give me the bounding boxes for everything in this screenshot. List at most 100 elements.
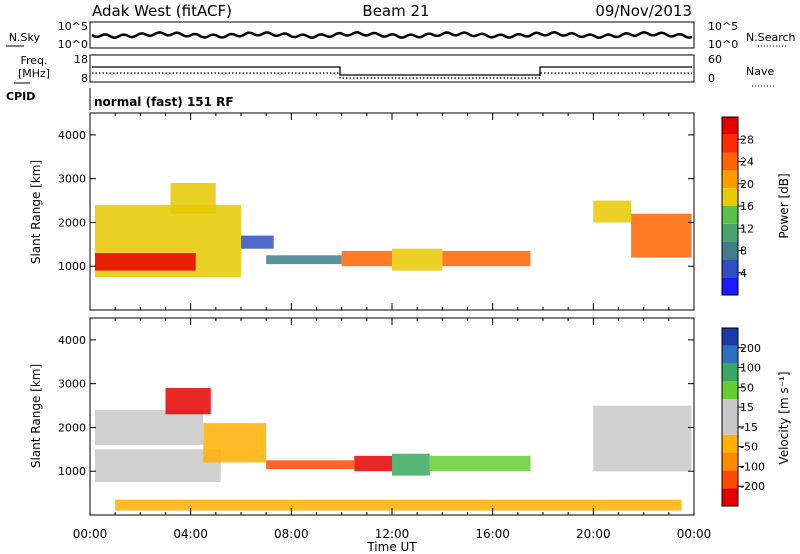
freq-right-tick-top: 60 [708,53,722,66]
colorbar-tick-label: -50 [740,441,758,454]
freq-right-tick-bottom: 0 [708,72,715,85]
beam-label: Beam 21 [362,2,429,20]
power-echo-region [593,200,632,223]
nsky-label: N.Sky [9,31,41,44]
colorbar-tick-label: -200 [740,480,765,493]
freq-panel [89,54,695,83]
velocity-echo-region [354,455,393,472]
colorbar-block [722,223,738,242]
colorbar-tick-label: 8 [740,245,747,258]
velocity-echo-region [429,455,531,472]
y-tick-label: 1000 [58,260,86,273]
velocity-echo-region [266,460,355,470]
noise-right-tick-top: 10^5 [708,20,738,33]
colorbar-block [722,117,738,135]
velocity-echo-region [203,423,267,463]
y-tick-label: 3000 [58,173,86,186]
noise-panel [89,21,695,49]
colorbar-tick-label: -15 [740,421,758,434]
power-x-ticks [89,113,695,310]
power-ylabel: Slant Range [km] [29,160,43,264]
x-tick-label: 04:00 [173,527,208,541]
x-tick-label: 00:00 [73,527,108,541]
colorbar-block [722,452,738,471]
x-tick-label: 20:00 [576,527,611,541]
velocity-ylabel: Slant Range [km] [29,364,43,468]
colorbar-block [722,277,738,295]
power-echo-region [266,255,342,265]
colorbar-block [722,345,738,364]
y-tick-label: 2000 [58,421,86,434]
nsearch-label: N.Search [746,31,796,44]
colorbar-block [722,363,738,382]
colorbar-tick-label: 12 [740,222,754,235]
power-colorbar-ticks: 4 8 12 16 20 24 28 [738,133,754,280]
velocity-y-axis: 1000 2000 3000 4000 [58,334,694,478]
power-colorbar-blocks [722,117,738,295]
velocity-colorbar-frame [721,327,739,507]
y-tick-label: 2000 [58,216,86,229]
velocity-echo-region [392,453,430,476]
date-label: 09/Nov/2013 [595,2,692,20]
velocity-echo-region [95,449,221,483]
colorbar-tick-label: 20 [740,178,754,191]
x-tick-label: 16:00 [475,527,510,541]
colorbar-block [722,152,738,171]
colorbar-block [722,188,738,206]
x-tick-label: 00:00 [677,527,712,541]
power-echo-region [341,250,392,267]
freq-left-tick-top: 18 [74,53,88,66]
power-echo-region [442,250,531,267]
cpid-label: CPID [6,90,35,103]
noise-left-tick-bottom: 10^0 [58,38,88,51]
nave-label: Nave [746,65,774,78]
power-echo-region [170,183,216,214]
station-title: Adak West (fitACF) [92,2,232,20]
colorbar-block [722,170,738,189]
colorbar-block [722,134,738,153]
colorbar-block [722,434,738,453]
cpid-text: normal (fast) 151 RF [94,95,234,109]
power-echo-region [95,253,196,271]
power-y-axis: 1000 2000 3000 4000 [58,129,694,273]
noise-trace [91,31,693,39]
y-tick-label: 4000 [58,129,86,142]
noise-left-tick-top: 10^5 [58,20,88,33]
colorbar-tick-label: 15 [740,401,754,414]
colorbar-tick-label: -100 [740,460,765,473]
colorbar-tick-label: 28 [740,133,754,146]
x-tick-label: 08:00 [274,527,309,541]
velocity-echo-region [165,388,211,415]
velocity-colorbar: -200 -100 -50 -15 15 50 100 200 Velocity [m s⁻¹… [721,327,791,507]
freq-trace [92,66,692,76]
x-tick-label: 12:00 [375,527,410,541]
noise-right-tick-bottom: 10^0 [708,38,738,51]
colorbar-block [722,241,738,260]
y-tick-label: 3000 [58,378,86,391]
colorbar-block [722,328,738,346]
power-colorbar: 4 8 12 16 20 24 28 Power [dB] [721,116,791,296]
colorbar-block [722,206,738,224]
freq-left-tick-bottom: 8 [81,72,88,85]
power-colorbar-label: Power [dB] [777,173,791,238]
y-tick-label: 4000 [58,334,86,347]
colorbar-tick-label: 4 [740,267,747,280]
velocity-x-ticks [89,318,695,515]
velocity-colorbar-blocks [722,328,738,506]
freq-label-line1: Freq. [20,54,47,67]
colorbar-block [722,399,738,417]
nave-trace [92,72,692,79]
velocity-echo-region [593,405,692,472]
power-panel: 1000 2000 3000 4000 Slant Range [km] [29,112,695,311]
power-echo-region [631,213,692,258]
velocity-heatmap [95,388,692,511]
velocity-colorbar-ticks: -200 -100 -50 -15 15 50 100 200 [738,342,765,493]
y-tick-label: 1000 [58,465,86,478]
colorbar-block [722,417,738,435]
colorbar-block [722,259,738,278]
colorbar-tick-label: 16 [740,200,754,213]
power-heatmap [95,183,692,278]
colorbar-tick-label: 24 [740,156,754,169]
colorbar-block [722,470,738,489]
